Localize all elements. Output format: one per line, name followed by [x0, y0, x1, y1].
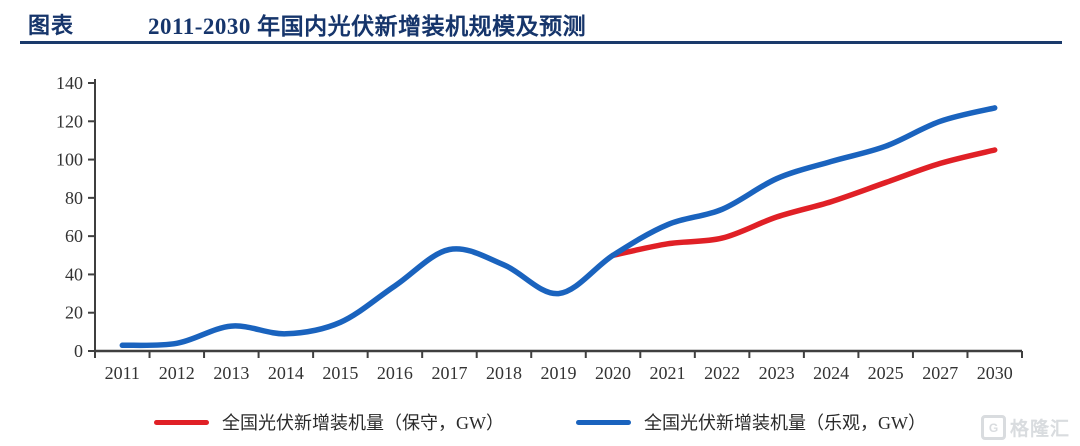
- y-axis-label: 60: [65, 226, 83, 246]
- x-axis-label: 2019: [541, 363, 577, 383]
- legend-swatch-icon: [154, 419, 209, 425]
- x-axis-label: 2021: [650, 363, 686, 383]
- x-axis-label: 2030: [977, 363, 1013, 383]
- legend-label: 全国光伏新增装机量（保守，GW）: [222, 413, 504, 433]
- x-axis-label: 2018: [486, 363, 522, 383]
- x-axis-label: 2023: [759, 363, 795, 383]
- x-axis-label: 2017: [431, 363, 467, 383]
- figure-header: 图表 2011-2030 年国内光伏新增装机规模及预测: [0, 0, 1080, 44]
- x-axis-label: 2013: [213, 363, 249, 383]
- gelonghui-logo-icon: G: [980, 415, 1006, 440]
- chart-area: 0 20 40 60 80 100 120 140 2011 2012 2013 2014 2015 20…: [0, 48, 1080, 393]
- x-axis-label: 2025: [868, 363, 904, 383]
- y-axis-label: 20: [65, 303, 83, 323]
- x-axis-label: 2016: [377, 363, 413, 383]
- gelonghui-watermark: G 格隆汇: [980, 414, 1070, 441]
- line-chart: 0 20 40 60 80 100 120 140 2011 2012 2013 2014 2015 20…: [56, 73, 1023, 383]
- y-axis-label: 40: [65, 264, 83, 284]
- header-divider: [20, 41, 1062, 44]
- x-axis-label: 2024: [813, 363, 849, 383]
- x-axis-label: 2012: [159, 363, 195, 383]
- y-axis-label: 0: [74, 341, 83, 361]
- y-axis-label: 100: [56, 150, 83, 170]
- x-axis-label: 2011: [105, 363, 140, 383]
- legend: 全国光伏新增装机量（保守，GW） 全国光伏新增装机量（乐观，GW）: [0, 405, 1080, 439]
- series-line-conservative: [610, 147, 998, 259]
- x-axis-label: 2027: [922, 363, 958, 383]
- figure-label: 图表: [28, 13, 75, 38]
- series-line-optimistic: [119, 105, 998, 349]
- x-axis-label: 2020: [595, 363, 631, 383]
- x-axis-label: 2022: [704, 363, 740, 383]
- y-axis-label: 80: [65, 188, 83, 208]
- y-axis-label: 120: [56, 111, 83, 131]
- figure-title: 2011-2030 年国内光伏新增装机规模及预测: [148, 14, 587, 39]
- watermark-text: 格隆汇: [1009, 419, 1070, 440]
- x-axis-label: 2014: [268, 363, 304, 383]
- x-axis-label: 2015: [322, 363, 358, 383]
- legend-swatch-icon: [576, 419, 631, 425]
- legend-label: 全国光伏新增装机量（乐观，GW）: [644, 413, 926, 433]
- y-axis-label: 140: [56, 73, 83, 93]
- legend-item-optimistic: 全国光伏新增装机量（乐观，GW）: [576, 409, 926, 435]
- legend-item-conservative: 全国光伏新增装机量（保守，GW）: [154, 409, 504, 435]
